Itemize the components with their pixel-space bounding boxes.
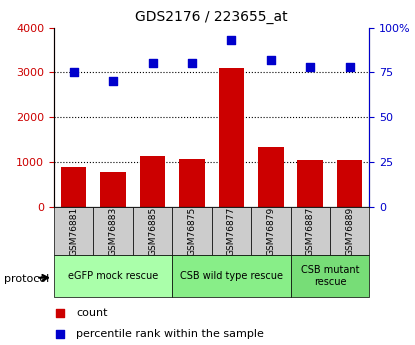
Bar [93, 207, 133, 255]
Text: GSM76887: GSM76887 [306, 207, 315, 256]
Bar [290, 255, 369, 297]
Text: CSB wild type rescue: CSB wild type rescue [180, 271, 283, 281]
Text: GSM76889: GSM76889 [345, 207, 354, 256]
Point [347, 64, 353, 70]
Point [110, 79, 117, 84]
Text: eGFP mock rescue: eGFP mock rescue [68, 271, 158, 281]
Point [307, 64, 314, 70]
Bar [172, 207, 212, 255]
Bar [290, 207, 330, 255]
Point [71, 70, 77, 75]
Point [57, 331, 63, 337]
Text: GSM76885: GSM76885 [148, 207, 157, 256]
Bar [251, 207, 290, 255]
Bar [54, 255, 172, 297]
Point [228, 37, 235, 43]
Bar [219, 68, 244, 207]
Bar [337, 160, 362, 207]
Text: protocol: protocol [4, 275, 49, 284]
Bar [61, 167, 86, 207]
Text: GSM76875: GSM76875 [188, 207, 196, 256]
Bar [179, 159, 205, 207]
Bar [133, 207, 172, 255]
Bar [140, 156, 165, 207]
Text: GSM76883: GSM76883 [109, 207, 117, 256]
Point [149, 61, 156, 66]
Bar [212, 207, 251, 255]
Point [57, 310, 63, 315]
Bar [258, 147, 283, 207]
Text: count: count [76, 308, 107, 318]
Point [189, 61, 195, 66]
Text: percentile rank within the sample: percentile rank within the sample [76, 329, 264, 339]
Bar [330, 207, 369, 255]
Bar [54, 207, 93, 255]
Text: GSM76877: GSM76877 [227, 207, 236, 256]
Bar [100, 172, 126, 207]
Point [268, 57, 274, 63]
Text: CSB mutant
rescue: CSB mutant rescue [301, 265, 359, 287]
Title: GDS2176 / 223655_at: GDS2176 / 223655_at [135, 10, 288, 24]
Text: GSM76879: GSM76879 [266, 207, 275, 256]
Text: GSM76881: GSM76881 [69, 207, 78, 256]
Bar [172, 255, 290, 297]
Bar [298, 160, 323, 207]
